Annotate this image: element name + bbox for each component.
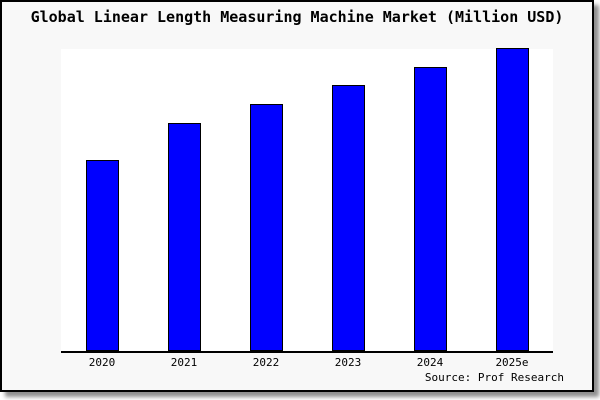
chart-title: Global Linear Length Measuring Machine M…: [30, 8, 564, 26]
plot-area: [61, 47, 553, 353]
x-tick-label-2021: 2021: [170, 356, 198, 369]
x-tick-label-2024: 2024: [416, 356, 444, 369]
bar-2021: [167, 122, 201, 351]
x-tick-label-2022: 2022: [252, 356, 280, 369]
bar-slot-2020: [61, 49, 143, 351]
chart-figure: Global Linear Length Measuring Machine M…: [0, 0, 594, 392]
bar-2024: [413, 66, 447, 351]
x-tick-label-2023: 2023: [334, 356, 362, 369]
source-note: Source: Prof Research: [424, 371, 564, 384]
x-tick-label-2020: 2020: [88, 356, 116, 369]
bar-2025e: [495, 47, 529, 351]
bar-slot-2024: [389, 49, 471, 351]
bar-2020: [85, 159, 119, 351]
bar-slot-2025e: [471, 47, 553, 351]
x-tick-label-2025e: 2025e: [495, 356, 529, 369]
bar-slot-2022: [225, 49, 307, 351]
bar-2023: [331, 84, 365, 351]
bar-slot-2023: [307, 49, 389, 351]
bar-2022: [249, 103, 283, 351]
bars-row: [61, 47, 553, 351]
bar-slot-2021: [143, 49, 225, 351]
x-axis-tick-labels: 2020 2021 2022 2023 2024 2025e: [61, 356, 553, 369]
